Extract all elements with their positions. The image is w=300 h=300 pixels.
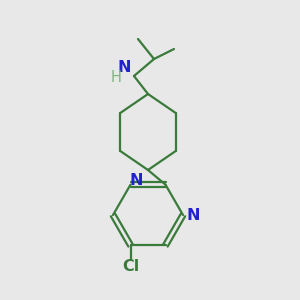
Text: Cl: Cl bbox=[122, 259, 139, 274]
Text: N: N bbox=[118, 60, 131, 75]
Text: N: N bbox=[130, 173, 143, 188]
Text: N: N bbox=[186, 208, 200, 223]
Text: H: H bbox=[110, 70, 121, 86]
